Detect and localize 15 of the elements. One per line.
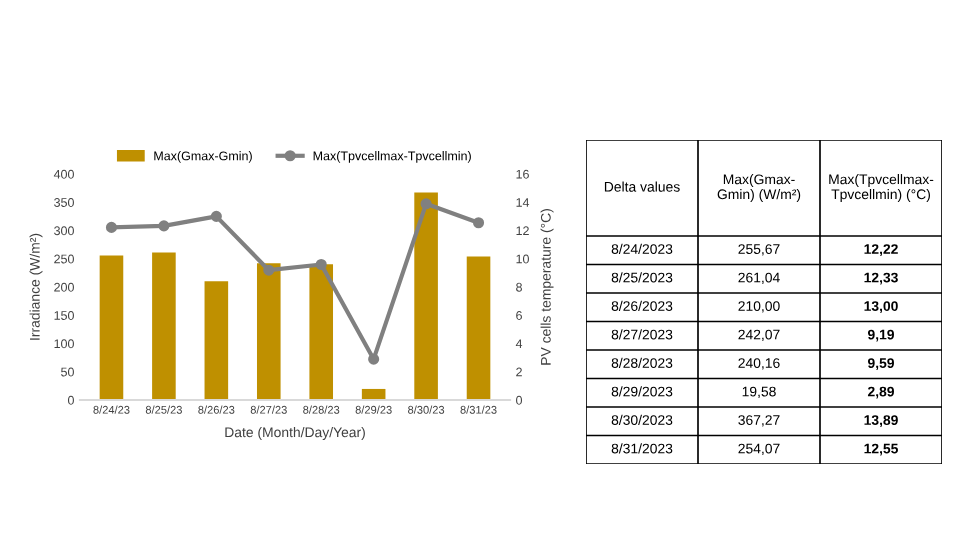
bar <box>152 252 176 400</box>
bar <box>414 192 438 400</box>
point <box>263 264 275 276</box>
point <box>105 221 118 233</box>
point <box>315 258 327 271</box>
point <box>368 353 380 365</box>
bar <box>309 264 334 400</box>
bar <box>99 255 124 400</box>
point <box>472 217 485 229</box>
bar <box>204 281 229 400</box>
point <box>210 210 222 222</box>
point <box>420 198 432 210</box>
bar <box>256 263 281 400</box>
point <box>158 220 170 232</box>
bar <box>466 256 491 400</box>
